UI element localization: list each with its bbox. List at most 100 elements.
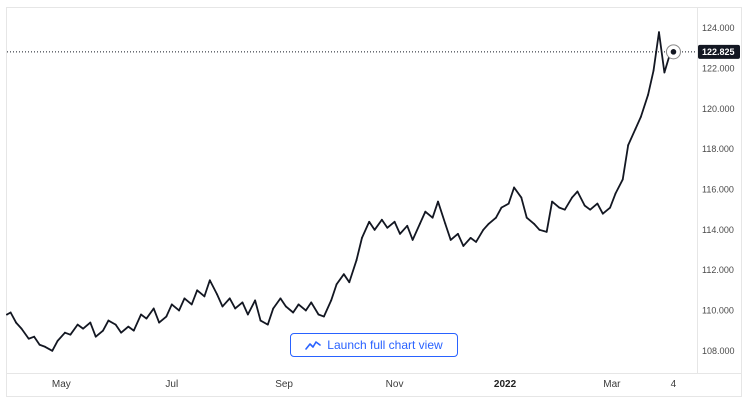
data-point [140, 313, 142, 316]
data-point [444, 222, 447, 225]
data-point [583, 204, 586, 207]
data-point [297, 303, 300, 306]
series-layer [6, 31, 675, 352]
data-point [513, 186, 515, 189]
launch-full-chart-button[interactable]: Launch full chart view [290, 333, 458, 357]
data-point [44, 345, 46, 348]
data-point [361, 236, 363, 239]
data-point [145, 317, 148, 320]
data-point [33, 335, 36, 338]
chart-frame [6, 7, 742, 397]
data-point [348, 281, 351, 284]
data-point [272, 307, 275, 310]
data-point [462, 245, 465, 247]
x-tick-label: Nov [386, 379, 404, 390]
y-tick-label: 120.000 [702, 104, 735, 114]
data-point [627, 144, 630, 147]
data-point [658, 31, 660, 34]
data-point [551, 200, 554, 203]
y-tick-label: 110.000 [702, 305, 734, 315]
data-point [545, 230, 548, 233]
data-point [342, 273, 345, 276]
data-point [165, 315, 168, 318]
data-point [469, 236, 472, 239]
data-point [533, 222, 535, 225]
last-price-marker [665, 44, 681, 60]
y-tick-label: 124.000 [702, 23, 735, 33]
data-point [457, 232, 459, 235]
data-point [431, 216, 434, 219]
data-point [69, 333, 72, 336]
data-point [228, 297, 231, 300]
data-point [373, 228, 376, 231]
data-point [449, 239, 452, 241]
data-point [234, 307, 237, 310]
data-point [571, 196, 573, 199]
data-point [424, 210, 427, 213]
x-tick-label: Mar [603, 379, 621, 390]
x-tick-label: May [52, 379, 71, 390]
trend-line-icon [305, 341, 322, 350]
data-point [183, 297, 186, 300]
data-point [15, 321, 17, 324]
data-point [259, 319, 262, 322]
data-point [538, 228, 541, 231]
data-point [64, 331, 66, 334]
data-point [246, 313, 249, 316]
data-point [107, 319, 110, 322]
x-tick-label: Sep [275, 379, 293, 390]
data-point [170, 303, 173, 306]
data-point [38, 343, 41, 346]
data-point [330, 299, 333, 302]
data-point [380, 218, 383, 221]
data-point [254, 299, 257, 302]
data-point [563, 208, 566, 211]
data-point [639, 115, 642, 118]
y-tick-label: 118.000 [702, 144, 734, 154]
data-point [89, 321, 92, 324]
data-point [241, 301, 244, 304]
data-point [576, 190, 579, 193]
y-tick-label: 122.000 [702, 63, 735, 73]
data-point [20, 327, 23, 330]
data-point [663, 71, 666, 74]
y-tick-label: 114.000 [702, 225, 734, 235]
data-point [525, 216, 528, 219]
data-point [190, 303, 193, 306]
data-point [399, 232, 401, 235]
data-point [310, 301, 313, 304]
data-point [317, 313, 320, 316]
data-point [609, 206, 611, 209]
data-point [76, 323, 79, 326]
y-tick-label: 112.000 [702, 265, 734, 275]
price-axis[interactable]: 108.000 110.000 112.000 114.000 116.000 118.0… [702, 23, 735, 356]
data-point [216, 293, 218, 296]
data-point [82, 327, 84, 330]
time-axis[interactable]: May Jul Sep Nov 2022 Mar 4 [52, 379, 677, 390]
data-point [266, 323, 269, 326]
data-point [127, 325, 130, 328]
data-point [596, 202, 599, 205]
data-point [323, 315, 325, 318]
data-point [9, 311, 12, 314]
series-line [6, 31, 675, 352]
last-price-marker-dot [670, 49, 677, 55]
last-price-label-bg [698, 44, 740, 59]
x-tick-label: Jul [165, 379, 178, 390]
data-point [51, 349, 54, 352]
data-point [120, 331, 122, 334]
data-point [94, 335, 97, 338]
data-point [132, 329, 135, 332]
data-point [386, 226, 389, 229]
data-point [393, 220, 396, 223]
data-point [304, 309, 307, 312]
data-point [621, 178, 624, 181]
data-point [178, 309, 180, 312]
data-point [284, 305, 287, 308]
data-point [279, 297, 282, 300]
data-point [500, 206, 503, 209]
data-point [487, 222, 490, 225]
data-point [368, 220, 371, 223]
